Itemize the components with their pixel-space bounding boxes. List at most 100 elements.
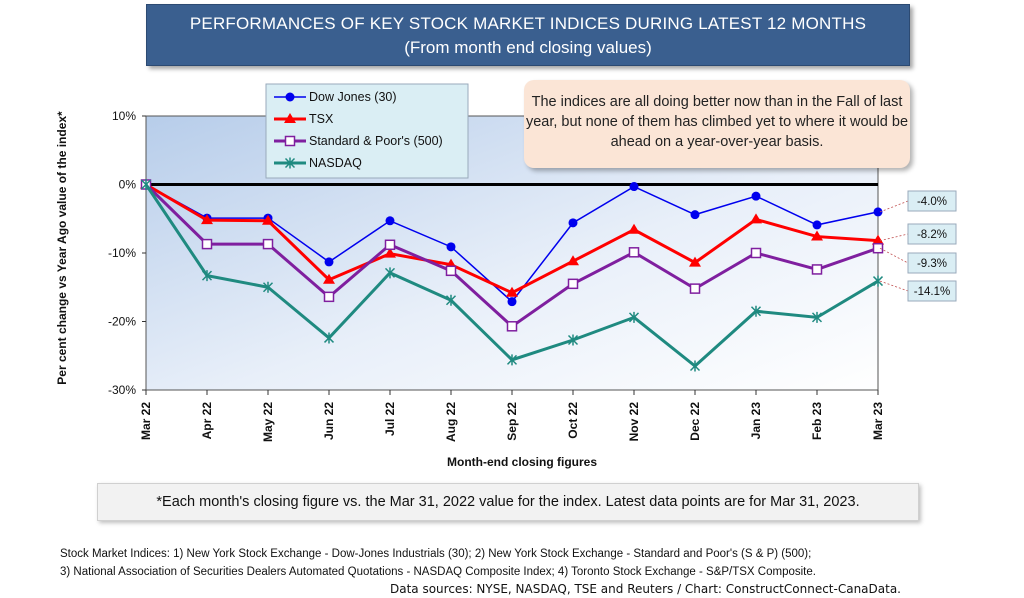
data-point (629, 182, 639, 192)
data-point (323, 291, 335, 303)
y-tick-label: -10% (108, 246, 136, 260)
x-tick-label: Sep 22 (505, 402, 519, 441)
x-tick-label: Mar 22 (139, 402, 153, 440)
data-point (506, 321, 518, 332)
x-tick-label: Oct 22 (566, 402, 580, 439)
data-point (689, 360, 701, 372)
data-point (506, 286, 518, 297)
data-point (262, 214, 274, 225)
data-point (284, 113, 296, 123)
data-point (628, 223, 640, 234)
data-point (689, 256, 701, 267)
end-value-label: -9.3% (917, 258, 947, 270)
data-point (750, 247, 762, 259)
x-tick-label: Dec 22 (688, 402, 702, 441)
annotation-note: The indices are all doing better now tha… (524, 80, 910, 168)
data-point (262, 281, 274, 293)
data-point (384, 239, 396, 251)
end-value-label: -14.1% (914, 286, 950, 298)
data-point (285, 92, 295, 102)
legend-label: Dow Jones (30) (309, 90, 397, 104)
data-point (568, 218, 578, 228)
data-point (385, 216, 395, 226)
series-2 (140, 179, 884, 332)
line-chart: 10% 0% -10% -20% -30%Mar 22 Apr 22 May 22 Jun 2… (55, 83, 957, 469)
x-tick-label: Nov 22 (627, 402, 641, 442)
end-value-label: -8.2% (917, 229, 947, 241)
data-point (872, 242, 884, 254)
data-point (384, 247, 396, 258)
data-point (873, 207, 883, 217)
data-point (812, 220, 822, 230)
data-point (689, 283, 701, 294)
data-point (445, 294, 457, 306)
end-label-leader (879, 247, 909, 264)
data-point (384, 267, 396, 279)
data-point (140, 179, 152, 190)
data-point (811, 264, 823, 275)
x-tick-label: Aug 22 (444, 402, 458, 442)
legend-label: TSX (309, 112, 334, 126)
legend-label: NASDAQ (309, 156, 362, 170)
data-point (507, 297, 517, 307)
footnote: *Each month's closing figure vs. the Mar… (97, 483, 919, 521)
end-label-leader (879, 280, 909, 292)
x-tick-label: Jan 23 (749, 402, 763, 440)
x-tick-label: Jun 22 (322, 402, 336, 440)
chart-title: PERFORMANCES OF KEY STOCK MARKET INDICES… (189, 14, 867, 33)
legend-item: Dow Jones (30) (274, 90, 397, 104)
y-axis-label: Per cent change vs Year Ago value of the… (55, 111, 69, 385)
data-point (628, 247, 640, 258)
y-tick-label: -30% (108, 383, 136, 397)
data-point (690, 210, 700, 220)
data-point (323, 273, 335, 284)
data-point (567, 278, 579, 290)
x-tick-label: Mar 23 (871, 402, 885, 440)
sources-line-2: 3) National Association of Securities De… (60, 566, 816, 578)
chart-title-banner: PERFORMANCES OF KEY STOCK MARKET INDICES… (146, 4, 910, 66)
sources-line-1: Stock Market Indices: 1) New York Stock … (60, 548, 812, 560)
data-point (201, 238, 213, 250)
data-point (201, 214, 213, 225)
series-3 (140, 179, 884, 372)
end-label-box (907, 190, 957, 212)
legend-item: Standard & Poor's (500) (274, 134, 443, 148)
legend-label: Standard & Poor's (500) (309, 134, 443, 148)
x-tick-label: Feb 23 (810, 402, 824, 440)
end-label-box (907, 223, 957, 245)
data-point (628, 311, 640, 323)
data-point (811, 311, 823, 323)
end-label-leader (879, 233, 909, 242)
x-tick-label: Apr 22 (200, 402, 214, 440)
end-label-box (907, 280, 957, 302)
end-value-label: -4.0% (917, 196, 947, 208)
data-point (872, 275, 884, 287)
data-sources-credit: Data sources: NYSE, NASDAQ, TSE and Reut… (390, 582, 901, 596)
legend: Dow Jones (30) TSX Standard & Poor's (500)… (265, 83, 469, 179)
y-tick-label: 10% (112, 109, 136, 123)
data-point (445, 265, 457, 277)
chart-subtitle: (From month end closing values) (404, 38, 652, 57)
data-point (323, 332, 335, 344)
data-point (751, 191, 761, 201)
legend-item: TSX (274, 112, 334, 126)
data-point (201, 270, 213, 282)
x-tick-label: May 22 (261, 402, 275, 442)
data-point (750, 305, 762, 317)
data-point (324, 257, 334, 267)
data-point (567, 255, 579, 266)
x-axis-label: Month-end closing figures (447, 455, 597, 469)
data-point (567, 334, 579, 346)
y-tick-label: 0% (119, 178, 137, 192)
data-point (284, 135, 296, 147)
data-point (446, 242, 456, 252)
y-tick-label: -20% (108, 315, 136, 329)
end-label-leader (879, 200, 909, 213)
data-point (811, 230, 823, 241)
data-point (750, 213, 762, 224)
data-point (506, 354, 518, 366)
data-point (262, 238, 274, 250)
data-point (284, 157, 296, 169)
end-label-box (907, 252, 957, 274)
x-tick-label: Jul 22 (383, 402, 397, 436)
